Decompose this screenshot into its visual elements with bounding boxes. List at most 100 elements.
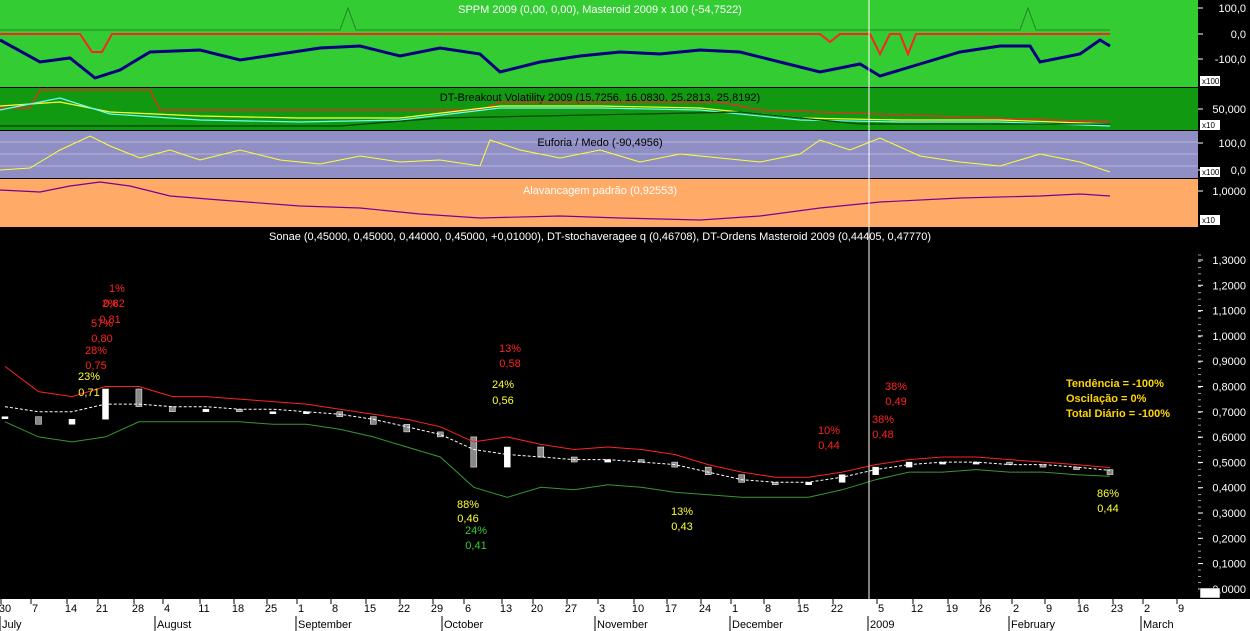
breakout-cyan (0, 97, 1111, 127)
series-line-1 (4, 403, 1111, 483)
date-axis-bg (0, 599, 1250, 631)
annotation-label: 38% (872, 414, 894, 426)
multiplier-label: x100 (1202, 168, 1220, 177)
date-tick-label: 3 (599, 603, 605, 615)
pane-euforia-bg (0, 131, 1198, 178)
annotation-label: 0,71 (78, 387, 99, 399)
date-tick-label: 28 (132, 603, 144, 615)
annotation-label: 86% (1097, 488, 1119, 500)
series-line-2 (4, 366, 1111, 478)
multiplier-label: x10 (1202, 121, 1215, 130)
candle (738, 474, 745, 483)
status-daily-total: Total Diário = -100% (1066, 408, 1170, 420)
month-label: December (732, 619, 783, 631)
status-trend: Tendência = -100% (1066, 378, 1164, 390)
annotation-label: 0,75 (85, 360, 106, 372)
date-tick-label: 20 (531, 603, 543, 615)
candle (403, 424, 411, 433)
axis-tick-label: 0,6000 (1212, 432, 1246, 444)
masteroid-navy-line (0, 38, 1111, 80)
date-tick-label: 30 (0, 603, 11, 615)
sppm-red-line (0, 33, 1110, 57)
candle (202, 408, 210, 412)
candle (135, 388, 143, 407)
pane-euforia-title: Euforia / Medo (-90,4956) (537, 137, 662, 149)
pane-alavancagem-bg (0, 179, 1198, 227)
pane-breakout-bg (0, 88, 1198, 130)
candle (35, 416, 42, 425)
main-chart-title: Sonae (0,45000, 0,45000, 0,44000, 0,4500… (269, 231, 931, 243)
multiplier-box (1200, 167, 1220, 177)
candle (370, 416, 377, 425)
multiplier-box (1200, 215, 1220, 225)
axis-strip (1198, 0, 1250, 228)
date-tick-label: 1 (298, 603, 304, 615)
axis-tick-label: 0,2000 (1212, 533, 1246, 545)
annotation-label: 24% (465, 525, 487, 537)
pane-sppm-bg (0, 0, 1198, 87)
axis-tick-label: 0,0 (1231, 29, 1246, 41)
axis-tick-label: 1,1000 (1212, 306, 1246, 318)
date-tick-label: 16 (1077, 603, 1089, 615)
date-tick-label: 5 (878, 603, 884, 615)
annotation-label: 24% (492, 379, 514, 391)
breakout-yellow (0, 101, 1111, 125)
date-tick-label: 21 (96, 603, 108, 615)
axis-tick-label: 0,0 (1231, 165, 1246, 177)
candle (1039, 464, 1047, 468)
candle (872, 466, 879, 475)
date-tick-label: 29 (431, 603, 443, 615)
candle (504, 446, 511, 468)
date-tick-label: 22 (398, 603, 410, 615)
axis-tick-label: 0,4000 (1212, 483, 1246, 495)
date-tick-label: 11 (198, 603, 209, 615)
candle (637, 459, 645, 463)
candle (771, 481, 779, 485)
annotation-label: 13% (671, 506, 693, 518)
date-tick-label: 22 (831, 603, 843, 615)
axis-tick-label: 0,0000 (1212, 584, 1246, 596)
annotation-label: 0,56 (492, 395, 513, 407)
pane-sppm-title: SPPM 2009 (0,00, 0,00), Masteroid 2009 x… (458, 4, 742, 16)
euforia-line (0, 135, 1111, 173)
annotation-label: 23% (78, 371, 100, 383)
month-label: August (157, 619, 191, 631)
annotation-label: 57% (91, 318, 113, 330)
axis-tick-label: 0,7000 (1212, 407, 1246, 419)
candle (1, 416, 9, 419)
candle (169, 406, 176, 412)
sppm-series (0, 6, 1111, 80)
date-tick-label: 24 (699, 603, 711, 615)
month-label: March (1143, 619, 1174, 631)
month-label: November (597, 619, 648, 631)
date-tick-label: 15 (364, 603, 376, 615)
axis-tick-label: 100,0 (1218, 138, 1246, 150)
month-label: 2009 (870, 619, 894, 631)
multiplier-label: x10 (1202, 216, 1215, 225)
axis-tick-label: 0,9000 (1212, 356, 1246, 368)
date-tick-label: 17 (665, 603, 677, 615)
annotation-label: 0,82 (103, 298, 124, 310)
date-tick-label: 25 (265, 603, 277, 615)
axis-tick-label: 0,1000 (1212, 559, 1246, 571)
date-axis: 30 7 14 21 28 4 11 18 25 1 8 15 22 29 6 13 20 27 3 10 17 24 1 8… (0, 587, 1221, 631)
date-tick-label: 2 (1144, 603, 1150, 615)
annotation-label: 1% (109, 283, 125, 295)
breakout-series (0, 89, 1111, 127)
annotation-label: 0,46 (457, 513, 478, 525)
date-tick-label: 9 (1046, 603, 1052, 615)
annotation-label: 0,49 (885, 396, 906, 408)
multiplier-label: x100 (1202, 77, 1220, 86)
date-tick-label: 10 (632, 603, 644, 615)
date-tick-label: 8 (765, 603, 771, 615)
status-oscillation: Oscilação = 0% (1066, 393, 1147, 405)
axis-tick-label: 0,5000 (1212, 457, 1246, 469)
candle (704, 466, 712, 475)
annotation-label: 0,44 (1097, 503, 1118, 515)
date-tick-label: 18 (232, 603, 244, 615)
date-tick-label: 23 (1111, 603, 1123, 615)
axis-tick-label: 0,3000 (1212, 508, 1246, 520)
candle (1106, 469, 1114, 475)
pane-breakout-title: DT-Breakout Volatility 2009 (15,7256, 16… (440, 92, 760, 104)
